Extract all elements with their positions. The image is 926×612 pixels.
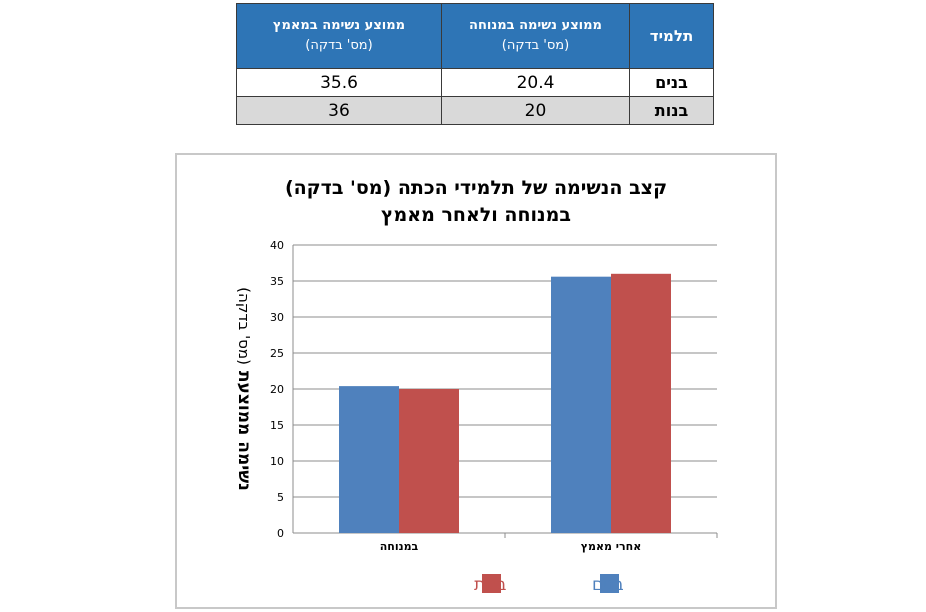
y-axis-label-bold: נשימה ממוצעת: [234, 365, 254, 491]
header-rest-unit: (מס' בדקה): [501, 38, 570, 53]
bar-boys: [339, 386, 399, 533]
row-name-cell: בנות: [629, 96, 714, 125]
header-rest-title: ממוצע נשימה במנוחה: [469, 18, 602, 33]
legend-label: בנות: [474, 575, 507, 595]
y-tick-label: 40: [270, 239, 284, 252]
y-tick-label: 30: [270, 311, 284, 324]
legend-label: בנים: [592, 575, 624, 595]
legend-swatch-girls: [482, 574, 501, 593]
row-exercise-cell: 35.6: [236, 68, 442, 97]
y-tick-label: 0: [277, 527, 284, 540]
table-row: בנים 20.4 35.6: [236, 68, 714, 97]
y-tick-label: 35: [270, 275, 284, 288]
y-tick-label: 25: [270, 347, 284, 360]
y-axis-label: נשימה ממוצעת (מס' בדקה): [234, 287, 254, 491]
bar-girls: [399, 389, 459, 533]
chart-title-line: במנוחה ולאחר מאמץ: [381, 204, 571, 226]
header-rest: ממוצע נשימה במנוחה (מס' בדקה): [441, 3, 630, 69]
row-rest-cell: 20.4: [441, 68, 630, 97]
bar-girls: [611, 273, 671, 533]
row-exercise-cell: 36: [236, 96, 442, 125]
bar-boys: [551, 276, 611, 533]
header-exercise-unit: (מס' בדקה): [305, 38, 373, 53]
bar-chart: קצב הנשימה של תלמידי הכתה (מס' בדקה) במנו…: [234, 177, 718, 595]
header-exercise-title: ממוצע נשימה במאמץ: [272, 18, 406, 33]
row-rest-cell: 20: [441, 96, 630, 125]
legend-swatch-boys: [600, 574, 619, 593]
y-tick-label: 15: [270, 419, 284, 432]
row-name-cell: בנים: [629, 68, 714, 97]
header-exercise: ממוצע נשימה במאמץ (מס' בדקה): [236, 3, 442, 69]
y-tick-label: 20: [270, 383, 284, 396]
x-category-label: אחרי מאמץ: [581, 540, 641, 553]
y-tick-label: 5: [277, 491, 284, 504]
y-tick-label: 10: [270, 455, 284, 468]
table-row: בנות 20 36: [236, 96, 714, 125]
chart-frame: קצב הנשימה של תלמידי הכתה (מס' בדקה) במנו…: [175, 153, 777, 609]
header-student: תלמיד: [629, 3, 714, 69]
table-header-row: תלמיד ממוצע נשימה במנוחה (מס' בדקה) ממוצ…: [236, 3, 714, 69]
x-category-label: במנוחה: [380, 540, 419, 553]
breathing-data-table: תלמיד ממוצע נשימה במנוחה (מס' בדקה) ממוצ…: [236, 3, 714, 125]
chart-title-line: קצב הנשימה של תלמידי הכתה (מס' בדקה): [285, 177, 667, 199]
y-axis-label-unit: (מס' בדקה): [235, 287, 253, 365]
